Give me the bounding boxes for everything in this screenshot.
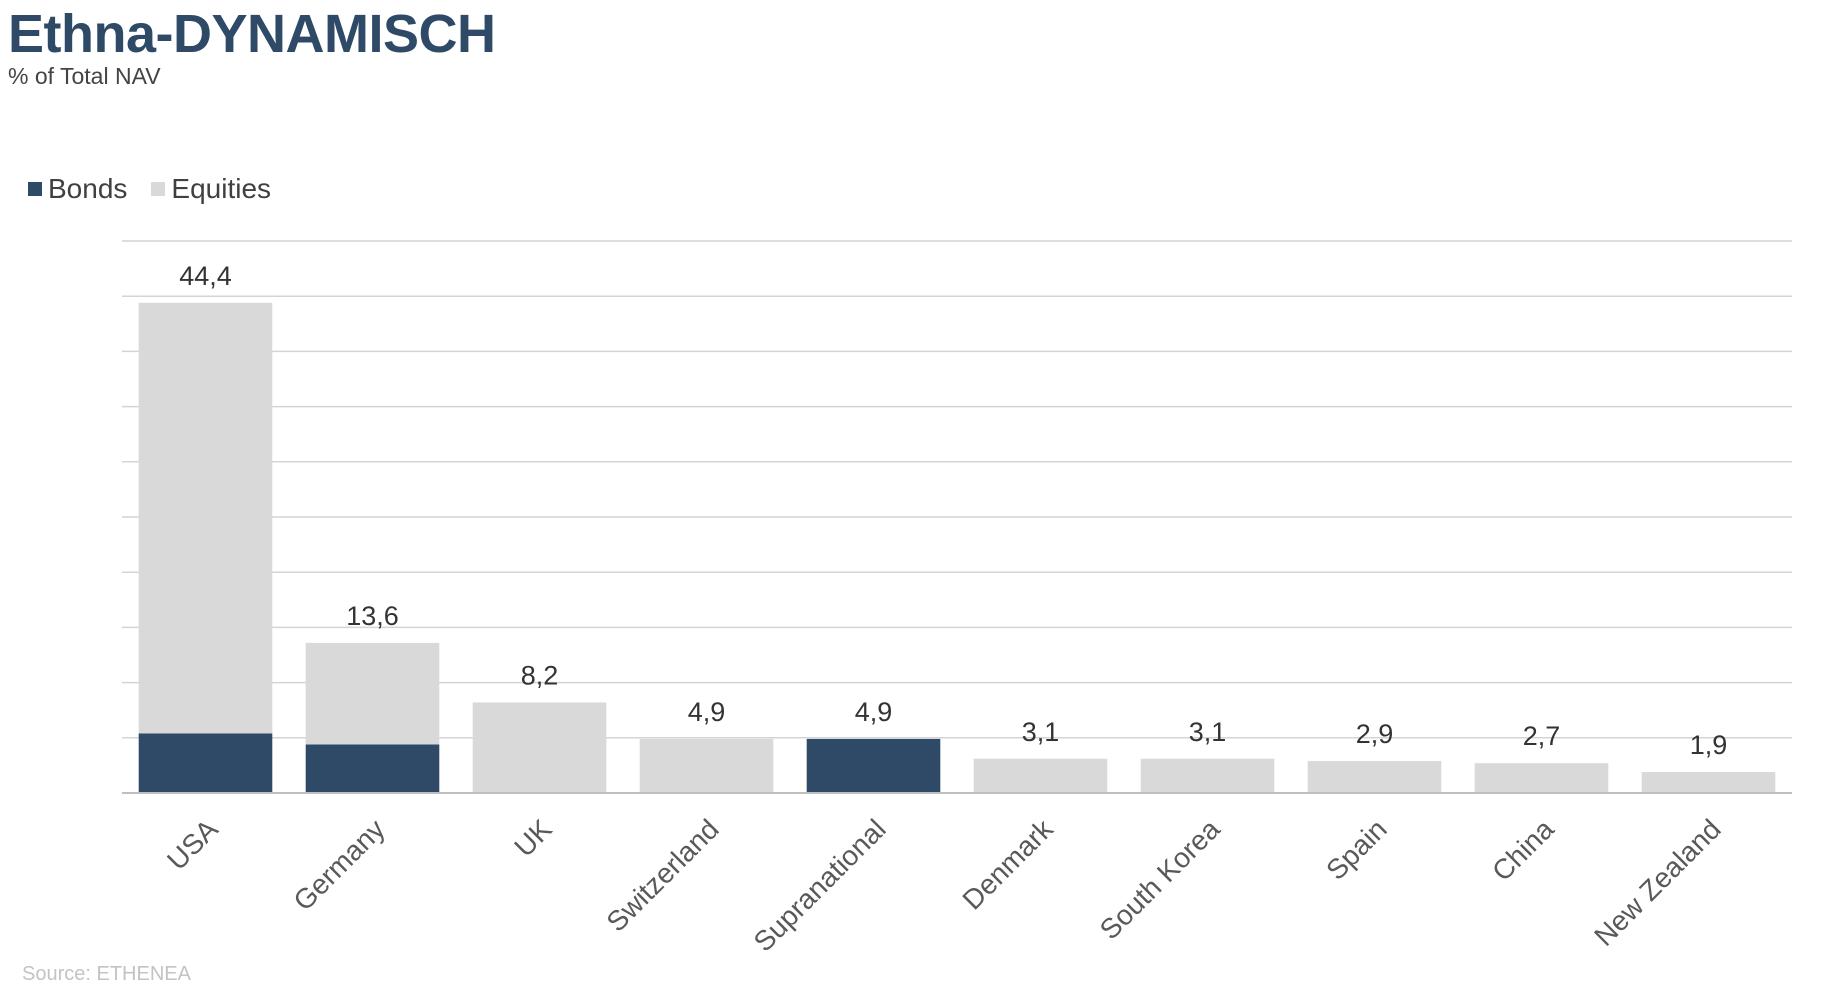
category-label: New Zealand: [1588, 813, 1727, 952]
data-label: 8,2: [521, 660, 559, 690]
category-label: UK: [508, 813, 558, 863]
category-label: China: [1486, 813, 1560, 887]
bar-equities-germany: [305, 642, 440, 745]
bar-bonds-supranational: [806, 738, 941, 793]
bar-bonds-usa: [138, 733, 273, 793]
bar-equities-denmark: [973, 758, 1108, 793]
data-label: 1,9: [1690, 730, 1728, 760]
source-note: Source: ETHENEA: [22, 963, 191, 985]
data-label: 4,9: [688, 697, 726, 727]
bar-equities-switzerland: [639, 738, 774, 793]
data-label: 3,1: [1189, 717, 1227, 747]
category-label: Germany: [287, 813, 390, 916]
category-label: USA: [161, 813, 224, 876]
data-label: 13,6: [346, 601, 399, 631]
category-label: Switzerland: [600, 813, 724, 937]
category-label: Denmark: [956, 813, 1059, 916]
category-label: Spain: [1320, 813, 1393, 886]
chart-title: Ethna-DYNAMISCH: [8, 4, 496, 64]
bar-equities-new-zealand: [1641, 772, 1776, 793]
legend-item-bonds: Bonds: [28, 172, 127, 206]
category-label: Supranational: [748, 813, 892, 957]
data-label: 44,4: [179, 261, 232, 291]
data-label: 3,1: [1022, 717, 1060, 747]
legend-swatch-equities: [151, 182, 166, 196]
legend: Bonds Equities: [28, 172, 271, 206]
data-label: 2,9: [1356, 719, 1394, 749]
bar-bonds-germany: [305, 744, 440, 793]
bar-equities-china: [1474, 763, 1609, 793]
bar-equities-usa: [138, 302, 273, 734]
bar-equities-south-korea: [1140, 758, 1275, 793]
legend-label-equities: Equities: [171, 173, 272, 204]
category-label: South Korea: [1094, 813, 1226, 945]
bar-equities-uk: [472, 702, 607, 793]
legend-item-equities: Equities: [151, 172, 271, 206]
legend-label-bonds: Bonds: [48, 173, 128, 204]
bar-equities-spain: [1307, 760, 1442, 793]
legend-swatch-bonds: [28, 182, 42, 196]
data-label: 2,7: [1523, 721, 1561, 751]
chart-subtitle: % of Total NAV: [8, 63, 161, 89]
data-label: 4,9: [855, 697, 893, 727]
